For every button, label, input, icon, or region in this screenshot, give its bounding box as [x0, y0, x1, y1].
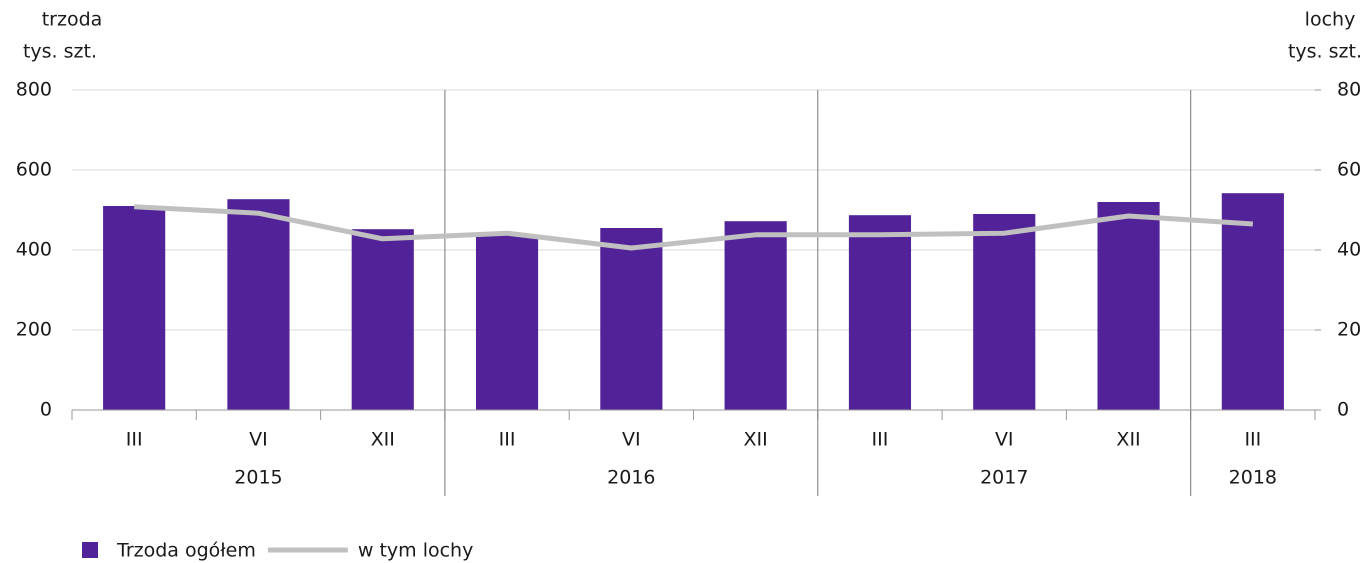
group-label: 2017	[980, 467, 1028, 489]
x-tick-label: VI	[995, 429, 1014, 451]
x-tick-label: XII	[744, 429, 768, 451]
x-tick-label: III	[499, 429, 516, 451]
x-tick-label: VI	[249, 429, 268, 451]
bar	[227, 199, 290, 410]
bar	[973, 214, 1036, 410]
y-tick-label: 200	[16, 319, 52, 341]
y2-tick-label: 80	[1337, 79, 1361, 101]
bar	[1221, 193, 1284, 410]
y-tick-label: 400	[16, 239, 52, 261]
y2-tick-label: 20	[1337, 319, 1361, 341]
bar	[475, 235, 539, 410]
x-tick-label: III	[126, 429, 143, 451]
legend-swatch	[82, 542, 98, 558]
y2-tick-label: 0	[1337, 399, 1349, 421]
y-tick-label: 600	[16, 159, 52, 181]
bar	[848, 215, 912, 410]
x-tick-label: XII	[1116, 429, 1140, 451]
y2-axis-label: lochy	[1305, 9, 1356, 31]
line	[134, 204, 1254, 251]
x-tick-label: XII	[371, 429, 395, 451]
y2-axis-label: tys. szt.	[1288, 41, 1362, 63]
bar	[724, 221, 787, 410]
bar	[1097, 202, 1160, 410]
legend-label: w tym lochy	[358, 540, 473, 562]
x-tick-label: III	[872, 429, 889, 451]
x-tick-label: VI	[622, 429, 641, 451]
y-axis-label: trzoda	[42, 9, 103, 31]
group-label: 2015	[234, 467, 282, 489]
group-label: 2016	[607, 467, 655, 489]
bar	[351, 229, 414, 410]
y-axis-label: tys. szt.	[23, 41, 97, 63]
bar	[600, 228, 663, 410]
x-tick-label: III	[1244, 429, 1261, 451]
y-tick-label: 0	[40, 399, 52, 421]
y2-tick-label: 40	[1337, 239, 1361, 261]
legend-label: Trzoda ogółem	[116, 540, 256, 562]
y-tick-label: 800	[16, 79, 52, 101]
bar	[103, 206, 166, 410]
group-label: 2018	[1229, 467, 1277, 489]
y2-tick-label: 60	[1337, 159, 1361, 181]
